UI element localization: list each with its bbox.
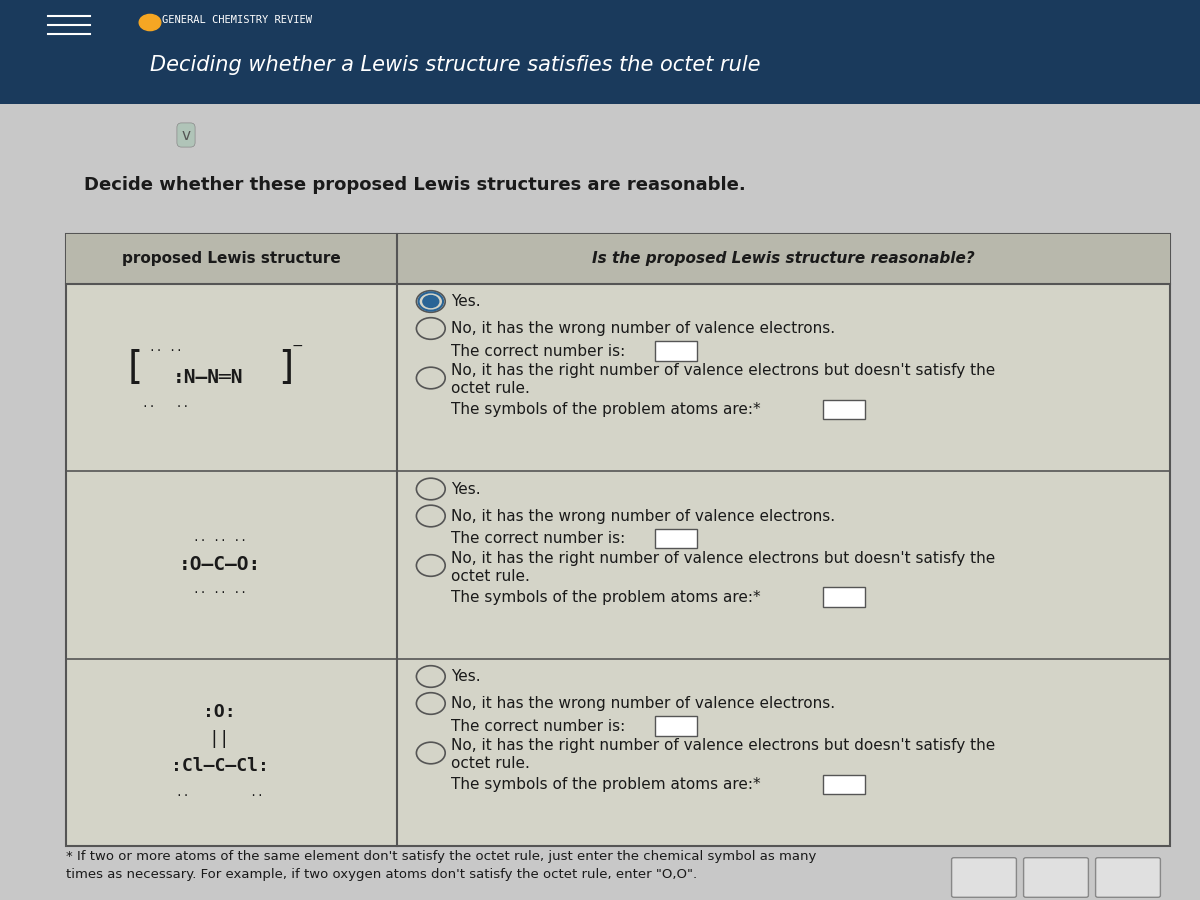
FancyBboxPatch shape — [66, 234, 1170, 846]
Text: The symbols of the problem atoms are:*: The symbols of the problem atoms are:* — [451, 590, 761, 605]
Text: octet rule.: octet rule. — [451, 569, 530, 584]
FancyBboxPatch shape — [823, 400, 865, 419]
Circle shape — [139, 14, 161, 31]
Text: .. .. ..: .. .. .. — [192, 533, 247, 543]
Text: Yes.: Yes. — [451, 294, 481, 309]
FancyBboxPatch shape — [952, 858, 1016, 897]
Text: The symbols of the problem atoms are:*: The symbols of the problem atoms are:* — [451, 777, 761, 792]
Text: No, it has the wrong number of valence electrons.: No, it has the wrong number of valence e… — [451, 508, 835, 524]
Text: v: v — [181, 128, 191, 142]
FancyBboxPatch shape — [1096, 858, 1160, 897]
Text: [: [ — [128, 349, 143, 387]
Text: No, it has the right number of valence electrons but doesn't satisfy the: No, it has the right number of valence e… — [451, 364, 996, 378]
Text: Deciding whether a Lewis structure satisfies the octet rule: Deciding whether a Lewis structure satis… — [150, 55, 761, 75]
Text: Yes.: Yes. — [451, 482, 481, 497]
Text: ]: ] — [278, 349, 293, 387]
Text: :N—N═N: :N—N═N — [173, 368, 242, 387]
Text: ×: × — [976, 868, 992, 887]
Text: ..   ..: .. .. — [142, 400, 190, 410]
Text: ?: ? — [1123, 868, 1133, 886]
Text: No, it has the wrong number of valence electrons.: No, it has the wrong number of valence e… — [451, 321, 835, 336]
Text: No, it has the right number of valence electrons but doesn't satisfy the: No, it has the right number of valence e… — [451, 551, 996, 566]
Text: The symbols of the problem atoms are:*: The symbols of the problem atoms are:* — [451, 402, 761, 417]
Text: The correct number is:: The correct number is: — [451, 344, 625, 358]
Text: ..         ..: .. .. — [175, 788, 264, 797]
Text: Decide whether these proposed Lewis structures are reasonable.: Decide whether these proposed Lewis stru… — [84, 176, 745, 194]
Text: No, it has the right number of valence electrons but doesn't satisfy the: No, it has the right number of valence e… — [451, 738, 996, 753]
Text: GENERAL CHEMISTRY REVIEW: GENERAL CHEMISTRY REVIEW — [162, 14, 312, 25]
FancyBboxPatch shape — [655, 716, 697, 736]
Text: −: − — [292, 338, 304, 353]
Text: ||: || — [209, 730, 230, 748]
Text: .. ..: .. .. — [149, 344, 182, 354]
FancyBboxPatch shape — [0, 0, 1200, 104]
Text: proposed Lewis structure: proposed Lewis structure — [122, 251, 341, 266]
Text: octet rule.: octet rule. — [451, 382, 530, 396]
Text: No, it has the wrong number of valence electrons.: No, it has the wrong number of valence e… — [451, 696, 835, 711]
FancyBboxPatch shape — [655, 528, 697, 548]
Text: The correct number is:: The correct number is: — [451, 718, 625, 734]
Text: S: S — [1051, 870, 1061, 885]
Text: octet rule.: octet rule. — [451, 756, 530, 771]
Text: .. .. ..: .. .. .. — [192, 585, 247, 595]
FancyBboxPatch shape — [823, 775, 865, 795]
FancyBboxPatch shape — [655, 341, 697, 361]
FancyBboxPatch shape — [823, 587, 865, 607]
Text: * If two or more atoms of the same element don't satisfy the octet rule, just en: * If two or more atoms of the same eleme… — [66, 850, 816, 881]
Text: Is the proposed Lewis structure reasonable?: Is the proposed Lewis structure reasonab… — [593, 251, 974, 266]
Text: The correct number is:: The correct number is: — [451, 531, 625, 546]
Text: :Cl—C—Cl:: :Cl—C—Cl: — [170, 757, 269, 775]
FancyBboxPatch shape — [66, 234, 1170, 284]
Text: :O—C—O:: :O—C—O: — [179, 555, 260, 574]
Text: Yes.: Yes. — [451, 669, 481, 684]
FancyBboxPatch shape — [1024, 858, 1088, 897]
Circle shape — [422, 295, 439, 308]
Text: :O:: :O: — [203, 703, 236, 721]
